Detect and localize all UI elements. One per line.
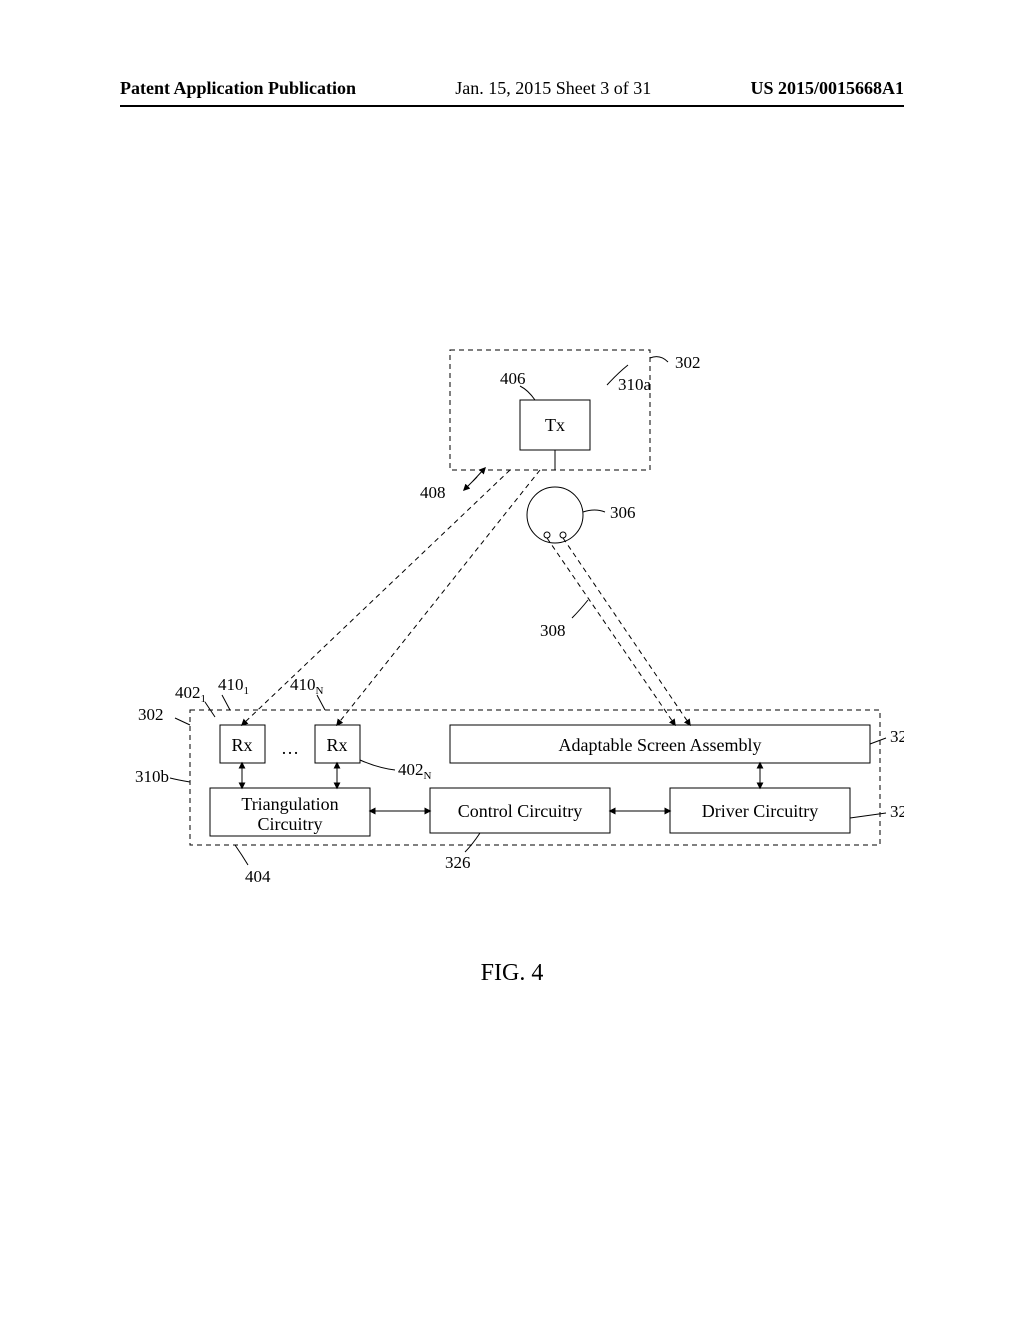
- rx-ellipsis: …: [281, 738, 299, 758]
- ref-404: 404: [245, 867, 271, 886]
- ref-302-lower: 302: [138, 705, 164, 724]
- viewer-eye-right: [560, 532, 566, 538]
- driver-label: Driver Circuitry: [702, 801, 818, 821]
- leader-410-n: [317, 695, 325, 710]
- ref-308: 308: [540, 621, 566, 640]
- page-header: Patent Application Publication Jan. 15, …: [0, 78, 1024, 99]
- ref-326: 326: [445, 853, 471, 872]
- ref-406: 406: [500, 369, 526, 388]
- rx-label-n: Rx: [326, 735, 347, 755]
- ref-402-1: 4021: [175, 683, 206, 705]
- signal-to-rx1: [242, 470, 510, 725]
- leader-326: [465, 833, 480, 852]
- leader-310b: [170, 778, 190, 782]
- screen-label: Adaptable Screen Assembly: [559, 735, 762, 755]
- date-sheet-label: Jan. 15, 2015 Sheet 3 of 31: [455, 78, 651, 99]
- leader-306: [583, 510, 605, 512]
- viewer-eye-left: [544, 532, 550, 538]
- ref-310b-text: 310b: [135, 767, 169, 786]
- leader-402-n: [360, 760, 395, 770]
- diagram-svg: 302 310a Tx 406 408 306 308 302 20 310b …: [120, 300, 904, 940]
- tx-label: Tx: [545, 415, 565, 435]
- ref-408: 408: [420, 483, 446, 502]
- leader-406: [520, 386, 535, 400]
- publication-label: Patent Application Publication: [120, 78, 356, 99]
- sight-line-right: [563, 538, 690, 725]
- control-label: Control Circuitry: [458, 801, 583, 821]
- ref-402-n: 402N: [398, 760, 432, 782]
- leader-308: [572, 600, 588, 618]
- leader-322: [870, 738, 886, 744]
- ref-410-n: 410N: [290, 675, 324, 697]
- leader-302-upper: [650, 357, 668, 362]
- leader-404: [235, 845, 248, 865]
- leader-324: [850, 813, 886, 818]
- figure-label: FIG. 4: [0, 960, 1024, 987]
- upper-dashed-box: [450, 350, 650, 470]
- signal-to-rxn: [337, 470, 540, 725]
- ref-410-1: 4101: [218, 675, 249, 697]
- viewer-head: [527, 487, 583, 543]
- leader-302-lower: [175, 718, 190, 725]
- header-rule: [120, 105, 904, 107]
- rx-label-1: Rx: [231, 735, 252, 755]
- triangulation-label-1: Triangulation: [241, 794, 338, 814]
- ref-306: 306: [610, 503, 636, 522]
- leader-402-1: [205, 702, 215, 717]
- ref-322: 322: [890, 727, 904, 746]
- ref-324: 324: [890, 802, 904, 821]
- leader-410-1: [222, 695, 230, 710]
- sight-line-left: [547, 538, 675, 725]
- publication-number: US 2015/0015668A1: [750, 78, 904, 99]
- ref-310a: 310a: [618, 375, 652, 394]
- triangulation-label-2: Circuitry: [258, 814, 323, 834]
- ref-302-upper: 302: [675, 353, 701, 372]
